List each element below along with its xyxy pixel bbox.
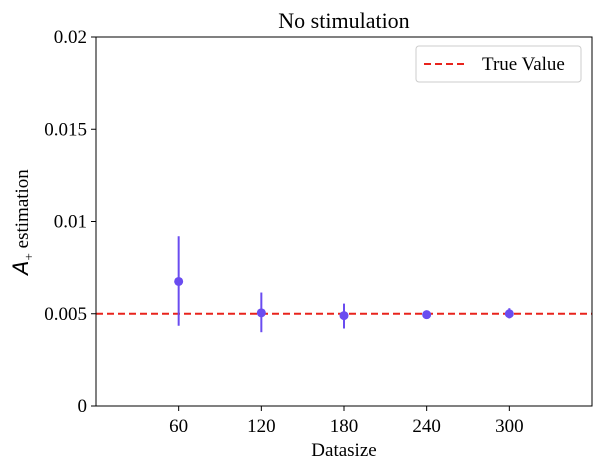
x-axis-label: Datasize [311, 440, 376, 461]
data-point [422, 310, 432, 320]
y-tick-label: 0.02 [54, 27, 87, 48]
y-tick-label: 0.01 [54, 212, 87, 233]
plot-area [96, 236, 592, 333]
y-axis-label-subscript: + [21, 253, 36, 260]
x-tick-label: 120 [247, 416, 276, 437]
y-axis-label: A+ estimation [9, 169, 36, 277]
data-point [504, 309, 514, 319]
y-tick-label: 0.015 [44, 119, 87, 140]
y-axis-label-symbol: A [9, 260, 33, 276]
plot-frame [95, 36, 593, 407]
data-point [174, 276, 184, 286]
chart-title: No stimulation [278, 8, 409, 33]
x-tick-label: 300 [495, 416, 524, 437]
x-axis: 60 120 180 240 300 [169, 406, 524, 437]
x-tick-label: 60 [169, 416, 188, 437]
y-tick-label: 0 [78, 396, 88, 417]
x-tick-label: 180 [330, 416, 359, 437]
y-tick-label: 0.005 [44, 304, 87, 325]
legend-true-value-label: True Value [482, 54, 565, 75]
y-axis-label-text: estimation [12, 169, 33, 253]
legend-box [415, 45, 582, 83]
y-axis: 0 0.005 0.01 0.015 0.02 [44, 27, 96, 417]
legend: True Value [415, 45, 582, 83]
x-tick-label: 240 [412, 416, 441, 437]
data-point [339, 311, 349, 321]
data-point [256, 308, 266, 318]
